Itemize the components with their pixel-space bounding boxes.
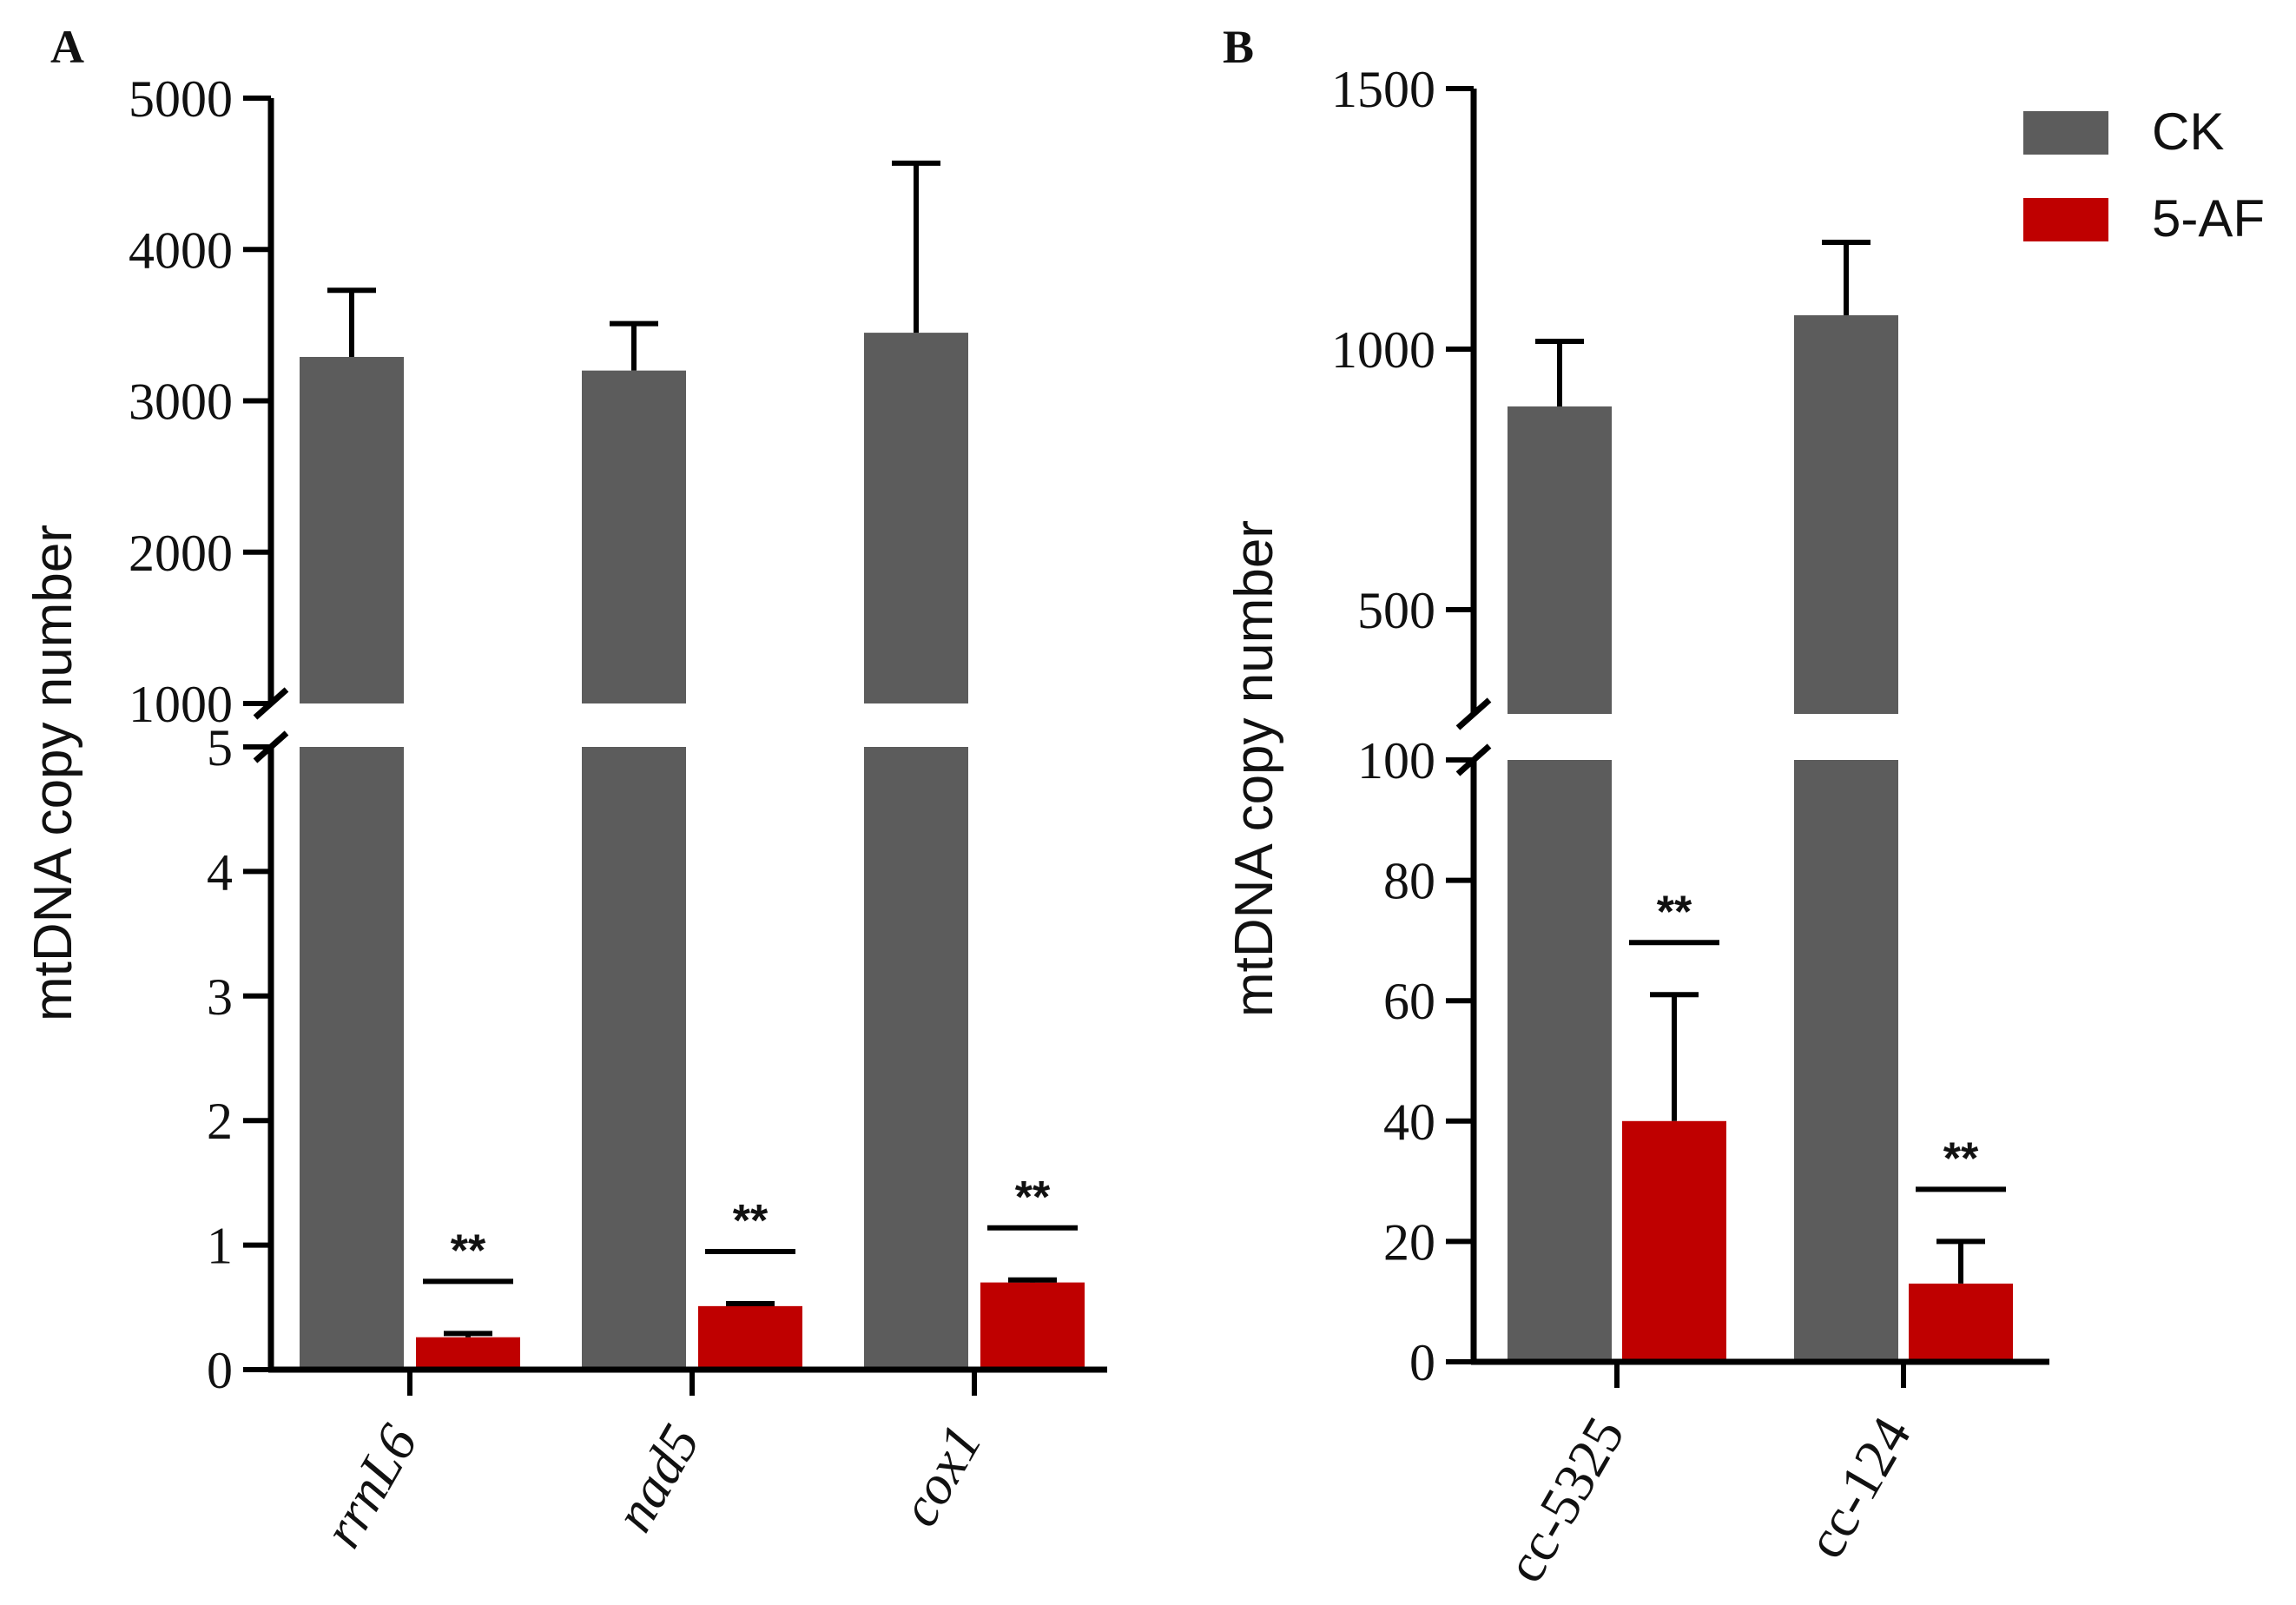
panel-b-label: B [1223, 21, 1254, 73]
bar-ck-cox1-upper [864, 333, 968, 703]
x-category-label-cc-5325: cc-5325 [1494, 1407, 1637, 1593]
y-tick-label-lower-0: 0 [207, 1342, 233, 1399]
bar-ck-cox1-lower [864, 747, 968, 1370]
bar-ck-nad5-lower [582, 747, 686, 1370]
y-tick-label-upper-1000: 1000 [1331, 321, 1435, 379]
legend-label-5af: 5-AF [2152, 189, 2265, 248]
y-tick-label-lower-20: 20 [1383, 1213, 1435, 1271]
significance-label-cox1: ** [1015, 1172, 1051, 1223]
legend-swatch-5af [2023, 198, 2108, 241]
panel-b-plot: ** ** 0 20 40 60 80 100 500 1000 1500 cc-5325 cc-124 [1331, 61, 2049, 1593]
y-tick-label-lower-4: 4 [207, 843, 233, 901]
legend-label-ck: CK [2152, 102, 2224, 161]
bar-5-af-nad5 [698, 1305, 802, 1370]
bar-ck-cc-124-lower [1794, 760, 1898, 1362]
bar-ck-cc-5325-upper [1508, 406, 1612, 714]
y-tick-label-lower-40: 40 [1383, 1093, 1435, 1151]
panel-b-ylabel: mtDNA copy number [1224, 520, 1284, 1017]
legend-swatch-ck [2023, 111, 2108, 155]
significance-label-cc-124: ** [1943, 1133, 1979, 1184]
panel-a-ylabel: mtDNA copy number [23, 525, 83, 1021]
x-category-label-rrnL6: rrnL6 [311, 1415, 429, 1558]
x-category-label-cc-124: cc-124 [1794, 1407, 1923, 1569]
x-category-label-cox1: cox1 [887, 1415, 993, 1536]
bar-5-af-cox1 [980, 1282, 1085, 1370]
y-tick-label-lower-100: 100 [1357, 732, 1435, 789]
y-tick-label-lower-5: 5 [207, 719, 233, 776]
y-tick-label-upper-4000: 4000 [129, 221, 233, 279]
y-tick-label-upper-3000: 3000 [129, 373, 233, 431]
bar-5-af-rrnL6 [416, 1337, 520, 1370]
y-tick-label-lower-60: 60 [1383, 973, 1435, 1030]
bar-ck-cc-124-upper [1794, 315, 1898, 714]
y-tick-label-upper-1500: 1500 [1331, 61, 1435, 118]
significance-label-rrnL6: ** [451, 1225, 486, 1276]
y-tick-label-upper-2000: 2000 [129, 525, 233, 582]
x-category-label-nad5: nad5 [603, 1415, 711, 1542]
bar-5-af-cc-124 [1909, 1283, 2013, 1362]
legend: CK 5-AF [2023, 102, 2265, 248]
bar-ck-rrnL6-lower [300, 747, 404, 1370]
axis-break-mark-upper [1455, 697, 1492, 730]
bar-5-af-cc-5325 [1622, 1120, 1726, 1362]
bar-ck-rrnL6-upper [300, 356, 404, 703]
bar-ck-cc-5325-lower [1508, 760, 1612, 1362]
y-tick-label-lower-0: 0 [1409, 1334, 1435, 1391]
significance-label-nad5: ** [733, 1196, 769, 1246]
y-tick-label-lower-2: 2 [207, 1093, 233, 1150]
bar-ck-nad5-upper [582, 370, 686, 703]
y-tick-label-upper-5000: 5000 [129, 70, 233, 128]
y-tick-label-lower-80: 80 [1383, 853, 1435, 910]
y-tick-label-upper-1000: 1000 [129, 676, 233, 733]
y-tick-label-lower-3: 3 [207, 968, 233, 1026]
y-tick-label-lower-1: 1 [207, 1218, 233, 1275]
y-tick-label-upper-500: 500 [1357, 582, 1435, 639]
panel-a-label: A [50, 21, 84, 73]
significance-label-cc-5325: ** [1657, 887, 1692, 937]
